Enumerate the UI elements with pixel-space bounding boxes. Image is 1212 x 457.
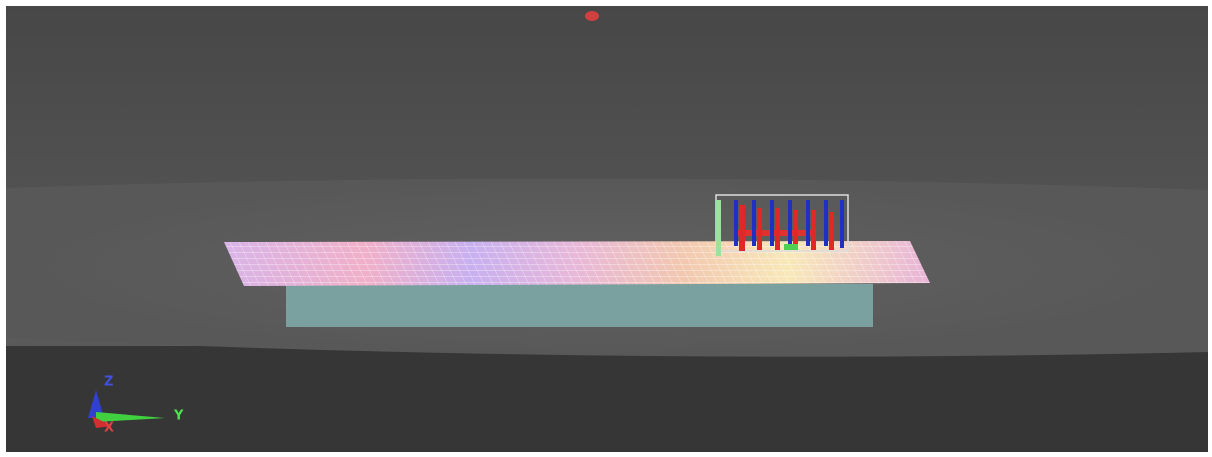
y-label: Y: [173, 409, 184, 424]
x-label: X: [104, 421, 114, 436]
mesh-grid: [224, 241, 930, 286]
axis-triad: Z Y X: [88, 375, 184, 436]
blue-rods: [734, 200, 844, 248]
cage: [715, 194, 849, 256]
red-rods: [739, 205, 834, 251]
cage-base: [784, 244, 798, 250]
z-label: Z: [104, 375, 113, 390]
light-marker: [585, 11, 599, 21]
cage-post: [716, 200, 721, 256]
x-axis: [92, 416, 112, 428]
mesh: [224, 241, 930, 286]
y-axis: [96, 412, 165, 422]
z-axis: [88, 390, 104, 418]
block: [286, 284, 873, 327]
